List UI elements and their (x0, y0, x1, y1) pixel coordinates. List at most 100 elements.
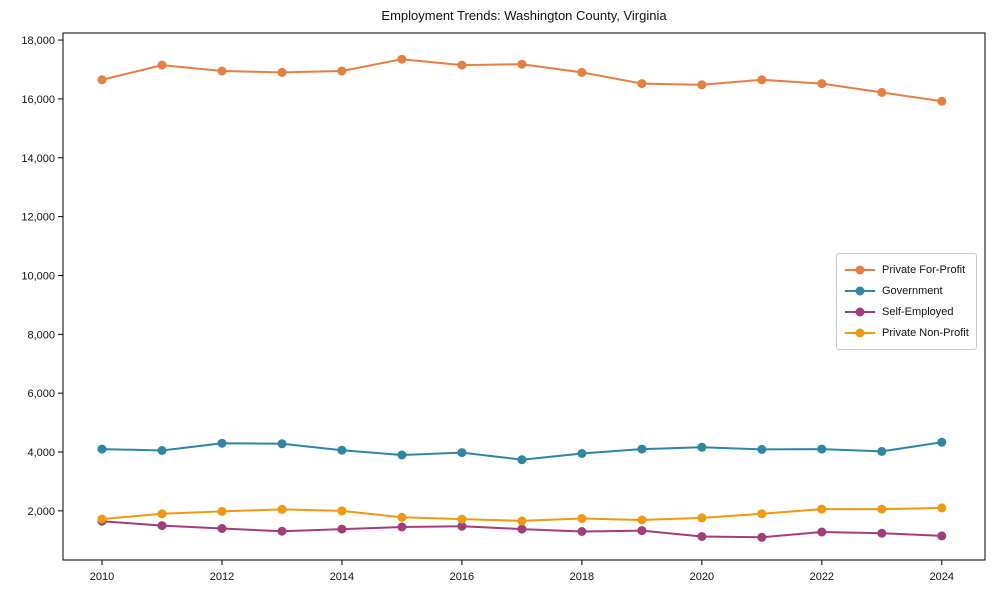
data-point-self-employed (397, 522, 407, 532)
data-point-government (157, 446, 167, 455)
data-point-self-employed (697, 532, 707, 541)
data-point-government (97, 444, 107, 454)
data-point-private-non-profit (517, 516, 527, 526)
x-tick-label: 2016 (450, 571, 474, 583)
legend-marker-icon (855, 265, 865, 274)
data-point-self-employed (157, 521, 167, 531)
data-point-private-for-profit (517, 59, 527, 69)
series-private-non-profit (97, 503, 947, 526)
data-point-self-employed (217, 524, 227, 533)
x-tick-label: 2018 (570, 571, 594, 583)
legend-label-private-for-profit: Private For-Profit (882, 263, 966, 276)
legend-line-sample-self-employed (845, 307, 875, 316)
legend-line-sample-private-for-profit (845, 265, 875, 274)
legend-label-government: Government (882, 284, 943, 297)
legend: Private For-Profit Government Self-Employe… (836, 253, 977, 350)
legend-label-self-employed: Self-Employed (882, 305, 954, 318)
data-point-private-non-profit (337, 506, 347, 516)
data-point-self-employed (337, 524, 347, 534)
data-point-government (637, 444, 647, 454)
data-point-private-non-profit (397, 512, 407, 522)
data-point-government (817, 444, 827, 454)
data-point-government (697, 442, 707, 452)
data-point-private-for-profit (397, 54, 407, 64)
y-tick-label: 14,000 (21, 153, 55, 165)
y-tick-label: 18,000 (21, 35, 55, 47)
data-point-government (397, 450, 407, 460)
data-point-government (577, 449, 587, 458)
x-tick-label: 2020 (690, 571, 714, 583)
y-tick-label: 16,000 (21, 94, 55, 106)
x-tick-label: 2012 (210, 571, 234, 583)
data-point-self-employed (277, 526, 287, 536)
data-point-government (277, 439, 287, 449)
x-tick-label: 2014 (330, 571, 354, 583)
data-point-private-non-profit (277, 504, 287, 514)
legend-marker-icon (855, 328, 865, 337)
y-tick-label: 6,000 (27, 388, 55, 400)
series-self-employed (97, 516, 947, 542)
x-tick-label: 2010 (90, 571, 114, 583)
legend-marker-icon (855, 286, 865, 295)
data-point-self-employed (937, 531, 947, 541)
data-point-government (457, 448, 467, 458)
data-point-self-employed (517, 524, 527, 534)
data-point-self-employed (637, 526, 647, 536)
y-tick-label: 10,000 (21, 270, 55, 282)
legend-line-sample-government (845, 286, 875, 295)
y-tick-label: 4,000 (27, 447, 55, 459)
data-point-private-for-profit (97, 75, 107, 85)
data-point-private-for-profit (217, 66, 227, 76)
legend-entry-government: Government (837, 280, 976, 301)
data-point-private-for-profit (937, 96, 947, 106)
data-point-private-non-profit (217, 506, 227, 516)
legend-entry-private-for-profit: Private For-Profit (837, 259, 976, 280)
legend-marker-icon (855, 307, 865, 316)
data-point-private-non-profit (457, 514, 467, 524)
data-point-private-for-profit (157, 60, 167, 70)
series-private-for-profit (97, 54, 947, 106)
data-point-private-for-profit (757, 75, 767, 85)
y-tick-label: 8,000 (27, 329, 55, 341)
data-point-private-non-profit (817, 504, 827, 514)
legend-line-sample-private-non-profit (845, 328, 875, 337)
data-point-private-non-profit (577, 514, 587, 523)
data-point-government (937, 437, 947, 447)
series-government (97, 437, 947, 465)
y-tick-label: 2,000 (27, 506, 55, 518)
data-point-self-employed (757, 532, 767, 542)
data-point-government (337, 445, 347, 455)
data-point-private-non-profit (637, 515, 647, 525)
data-point-self-employed (877, 528, 887, 538)
legend-label-private-non-profit: Private Non-Profit (882, 326, 969, 339)
data-point-private-non-profit (97, 514, 107, 524)
data-point-government (517, 455, 527, 465)
data-point-private-for-profit (817, 79, 827, 89)
data-point-private-for-profit (337, 66, 347, 76)
data-point-self-employed (457, 521, 467, 531)
data-point-government (877, 446, 887, 456)
data-point-private-for-profit (577, 67, 587, 77)
data-point-private-non-profit (877, 504, 887, 514)
data-point-private-for-profit (637, 79, 647, 89)
legend-entry-private-non-profit: Private Non-Profit (837, 322, 976, 343)
data-point-private-for-profit (277, 67, 287, 77)
data-point-government (757, 444, 767, 454)
data-point-private-non-profit (937, 503, 947, 513)
x-tick-label: 2022 (810, 571, 834, 583)
data-point-private-for-profit (877, 87, 887, 97)
legend-entry-self-employed: Self-Employed (837, 301, 976, 322)
data-point-private-for-profit (697, 80, 707, 90)
data-point-self-employed (577, 527, 587, 536)
plot-frame (62, 32, 986, 561)
data-point-private-non-profit (157, 509, 167, 519)
data-point-self-employed (817, 527, 827, 537)
data-point-private-non-profit (697, 513, 707, 523)
data-point-private-for-profit (457, 60, 467, 70)
data-point-private-non-profit (757, 509, 767, 519)
y-tick-label: 12,000 (21, 212, 55, 224)
x-tick-label: 2024 (930, 571, 954, 583)
data-point-government (217, 438, 227, 448)
